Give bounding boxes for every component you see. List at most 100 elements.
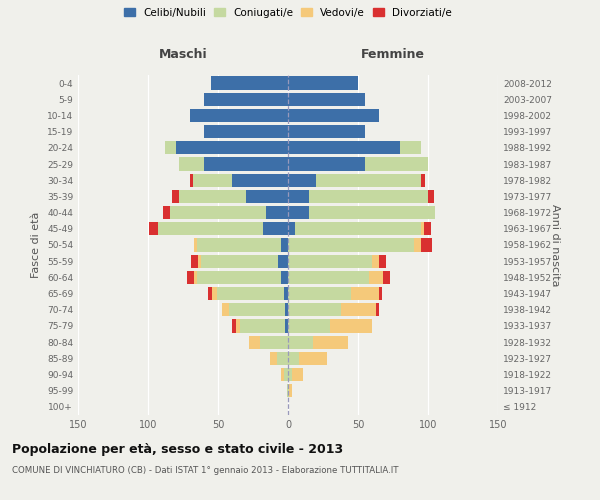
Bar — [285, 320, 288, 332]
Bar — [288, 206, 309, 220]
Bar — [379, 254, 386, 268]
Bar — [179, 190, 246, 203]
Bar — [288, 92, 365, 106]
Bar — [421, 238, 432, 252]
Bar — [288, 320, 330, 332]
Bar — [201, 254, 278, 268]
Bar — [281, 270, 288, 284]
Bar — [309, 190, 428, 203]
Bar — [288, 270, 369, 284]
Text: Maschi: Maschi — [158, 48, 208, 62]
Bar — [289, 384, 292, 398]
Bar — [376, 303, 379, 316]
Bar — [190, 109, 288, 122]
Bar — [165, 141, 176, 154]
Bar — [158, 222, 263, 235]
Bar — [292, 368, 304, 381]
Bar — [288, 336, 313, 349]
Bar — [241, 320, 285, 332]
Y-axis label: Fasce di età: Fasce di età — [31, 212, 41, 278]
Bar — [232, 174, 288, 187]
Bar — [199, 254, 201, 268]
Bar — [316, 174, 421, 187]
Bar — [204, 92, 288, 106]
Bar — [190, 174, 193, 187]
Bar — [288, 222, 295, 235]
Bar — [179, 158, 204, 170]
Y-axis label: Anni di nascita: Anni di nascita — [550, 204, 560, 286]
Text: Popolazione per età, sesso e stato civile - 2013: Popolazione per età, sesso e stato civil… — [12, 442, 343, 456]
Text: Femmine: Femmine — [361, 48, 425, 62]
Bar — [176, 141, 288, 154]
Bar — [266, 206, 288, 220]
Bar — [277, 352, 288, 365]
Bar — [288, 238, 414, 252]
Text: COMUNE DI VINCHIATURO (CB) - Dati ISTAT 1° gennaio 2013 - Elaborazione TUTTITALI: COMUNE DI VINCHIATURO (CB) - Dati ISTAT … — [12, 466, 398, 475]
Bar — [309, 206, 435, 220]
Bar — [288, 190, 309, 203]
Bar — [424, 222, 431, 235]
Bar — [341, 303, 376, 316]
Bar — [170, 206, 266, 220]
Bar — [285, 303, 288, 316]
Bar — [287, 384, 288, 398]
Bar — [288, 125, 365, 138]
Bar — [172, 190, 179, 203]
Bar — [379, 287, 382, 300]
Bar — [383, 270, 390, 284]
Bar — [295, 222, 421, 235]
Bar — [263, 222, 288, 235]
Bar — [281, 238, 288, 252]
Bar — [193, 174, 232, 187]
Bar — [299, 352, 327, 365]
Bar — [400, 141, 421, 154]
Bar — [351, 287, 379, 300]
Bar — [288, 352, 299, 365]
Bar — [236, 320, 241, 332]
Bar — [212, 287, 217, 300]
Bar — [288, 384, 289, 398]
Bar — [281, 368, 284, 381]
Bar — [149, 222, 158, 235]
Bar — [421, 174, 425, 187]
Bar — [191, 254, 199, 268]
Bar — [414, 238, 421, 252]
Bar — [372, 254, 379, 268]
Bar — [288, 368, 292, 381]
Bar — [197, 270, 281, 284]
Bar — [187, 270, 194, 284]
Bar — [288, 303, 341, 316]
Bar — [288, 76, 358, 90]
Bar — [204, 158, 288, 170]
Bar — [369, 270, 383, 284]
Bar — [163, 206, 170, 220]
Bar — [284, 287, 288, 300]
Bar — [211, 76, 288, 90]
Bar — [249, 336, 260, 349]
Bar — [288, 174, 316, 187]
Bar — [288, 141, 400, 154]
Bar — [421, 222, 424, 235]
Bar — [330, 320, 372, 332]
Legend: Celibi/Nubili, Coniugati/e, Vedovi/e, Divorziati/e: Celibi/Nubili, Coniugati/e, Vedovi/e, Di… — [124, 8, 452, 18]
Bar — [204, 125, 288, 138]
Bar — [208, 287, 212, 300]
Bar — [428, 190, 434, 203]
Bar — [232, 320, 236, 332]
Bar — [278, 254, 288, 268]
Bar — [288, 287, 351, 300]
Bar — [288, 158, 365, 170]
Bar — [288, 254, 372, 268]
Bar — [217, 287, 284, 300]
Bar — [288, 109, 379, 122]
Bar — [313, 336, 348, 349]
Bar — [284, 368, 288, 381]
Bar — [194, 270, 197, 284]
Bar — [365, 158, 428, 170]
Bar — [270, 352, 277, 365]
Bar — [197, 238, 281, 252]
Bar — [222, 303, 229, 316]
Bar — [260, 336, 288, 349]
Bar — [246, 190, 288, 203]
Bar — [229, 303, 285, 316]
